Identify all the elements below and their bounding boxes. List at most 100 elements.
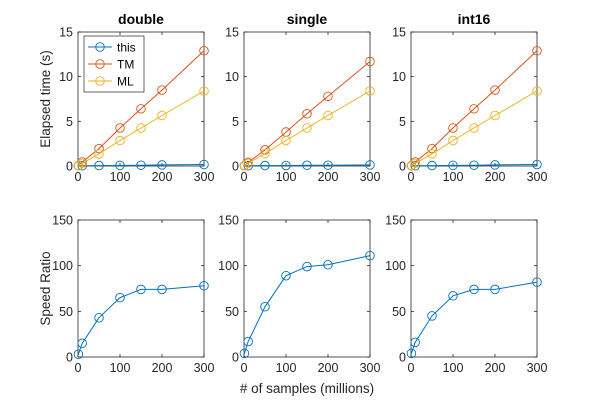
x-tick-label: 200 [485, 170, 506, 184]
data-point [115, 160, 125, 171]
x-tick-label: 0 [241, 170, 248, 184]
series-ML [73, 86, 209, 171]
y-tick-label: 0 [66, 351, 73, 365]
y-tick-label: 5 [66, 115, 73, 129]
x-tick-label: 0 [408, 361, 415, 375]
legend-entry-this: this [88, 41, 136, 55]
data-point [532, 46, 542, 56]
y-tick-label: 15 [225, 26, 239, 40]
data-point [365, 86, 375, 96]
legend-marker [95, 59, 105, 69]
data-point [469, 104, 479, 114]
panel-title: single [287, 11, 328, 27]
y-tick-label: 150 [52, 214, 73, 228]
x-axis-label: # of samples (millions) [240, 381, 374, 396]
data-point [281, 135, 291, 146]
data-point [490, 160, 500, 170]
data-point [136, 284, 146, 295]
data-point [94, 143, 104, 154]
x-tick-label: 100 [110, 170, 131, 184]
data-point [427, 149, 437, 159]
data-point [243, 158, 253, 169]
y-tick-label: 50 [392, 305, 406, 319]
panel-title: int16 [458, 11, 491, 27]
data-point [427, 143, 437, 154]
data-point [94, 149, 104, 159]
data-point [136, 160, 146, 170]
data-point [136, 104, 146, 114]
y-axis-label: Elapsed time (s) [38, 50, 53, 148]
legend-label: this [117, 41, 136, 55]
y-axis-label: Speed Ratio [38, 251, 53, 325]
legend-entry-TM: TM [88, 58, 134, 72]
x-tick-label: 300 [360, 170, 381, 184]
data-point [469, 123, 479, 133]
x-tick-label: 0 [75, 170, 82, 184]
data-point [77, 338, 87, 349]
y-tick-label: 5 [232, 115, 239, 129]
axes-box [410, 31, 538, 167]
data-point [199, 86, 209, 96]
data-point [469, 284, 479, 295]
axes-panel-1: 0 100 200 300 0 5 10 15 double Elapsed time (s) th… [38, 11, 214, 184]
series-line [78, 164, 205, 167]
data-point [490, 284, 500, 295]
data-point [157, 284, 167, 295]
data-point [115, 135, 125, 146]
x-tick-label: 100 [276, 361, 297, 375]
x-tick-label: 300 [194, 361, 215, 375]
data-point [199, 159, 209, 170]
data-point [532, 277, 542, 287]
x-tick-label: 300 [527, 170, 548, 184]
data-point [323, 91, 333, 102]
data-point [448, 291, 458, 301]
x-tick-label: 0 [241, 361, 248, 375]
y-tick-label: 15 [392, 26, 406, 40]
axes-panel-4: 0 100 200 300 0 50 100 150 Speed Ratio [38, 214, 214, 376]
series-line-1 [406, 277, 542, 359]
data-point [136, 123, 146, 133]
series-line [78, 50, 205, 166]
data-point [281, 270, 291, 281]
series-line-3 [406, 86, 542, 171]
series-line [410, 281, 538, 354]
axes-box [243, 31, 371, 167]
series-line-1 [239, 250, 375, 359]
data-point [410, 158, 420, 169]
data-point [323, 110, 333, 121]
y-tick-label: 100 [52, 259, 73, 273]
data-point [448, 135, 458, 146]
y-tick-label: 150 [385, 214, 406, 228]
series-line-1 [73, 281, 209, 360]
series-line-3 [239, 86, 375, 171]
y-tick-label: 50 [225, 305, 239, 319]
x-tick-label: 200 [152, 361, 173, 375]
axes-panel-2: 0 100 200 300 0 5 10 15 single [225, 11, 380, 184]
legend-entry-ML: ML [88, 75, 134, 89]
data-point [323, 260, 333, 270]
data-point [490, 110, 500, 121]
y-tick-label: 50 [59, 305, 73, 319]
data-point [406, 348, 417, 359]
panel-title: double [118, 11, 164, 27]
data-point [260, 160, 270, 171]
axes-panel-6: 0 100 200 300 0 50 100 150 [385, 214, 547, 376]
legend: this TM ML [83, 35, 145, 93]
data-point [260, 302, 270, 312]
data-point [365, 250, 375, 261]
x-tick-label: 300 [360, 361, 381, 375]
data-point [532, 159, 542, 170]
data-point [260, 148, 270, 159]
x-tick-label: 0 [75, 361, 82, 375]
x-tick-label: 200 [152, 170, 173, 184]
data-point [469, 160, 479, 170]
data-point [365, 56, 375, 67]
data-point [427, 160, 437, 171]
series-line-1 [239, 160, 375, 171]
series-this [73, 159, 209, 171]
legend-marker [95, 76, 105, 86]
x-tick-label: 200 [318, 170, 339, 184]
data-point [199, 46, 209, 56]
